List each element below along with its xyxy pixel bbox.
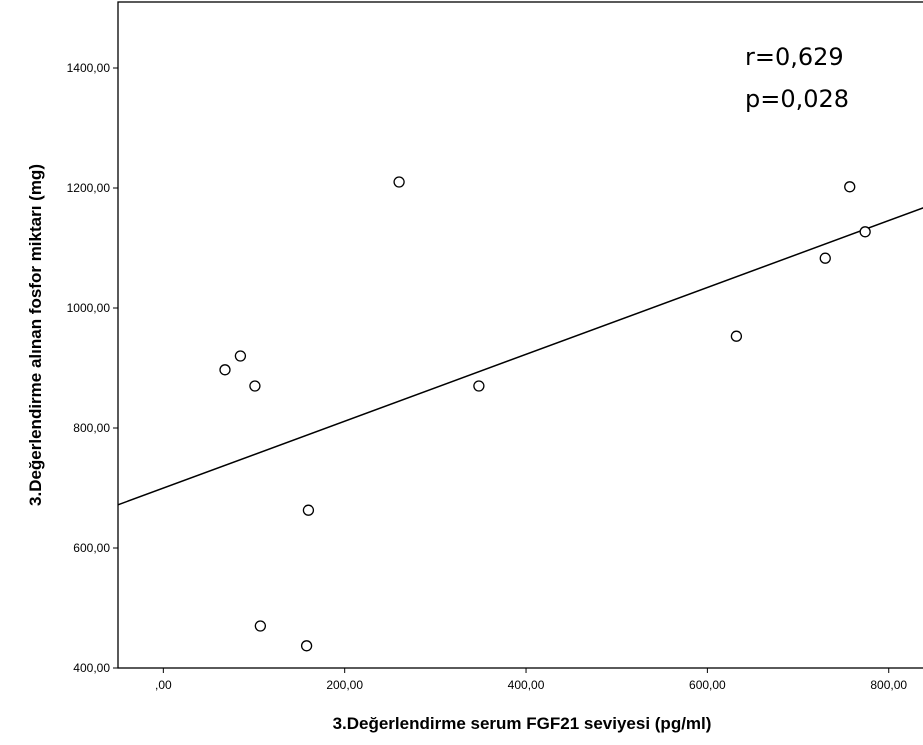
- y-tick-label: 1400,00: [67, 61, 111, 75]
- data-point: [234, 350, 247, 362]
- y-tick-label: 400,00: [73, 661, 110, 675]
- data-point: [254, 620, 267, 632]
- data-point: [393, 176, 405, 188]
- plot-area: [117, 1, 923, 669]
- data-point: [300, 640, 313, 652]
- data-point: [844, 181, 856, 193]
- x-tick-label: 600,00: [689, 678, 726, 692]
- data-point: [219, 364, 231, 376]
- data-point: [859, 226, 871, 238]
- y-tick-label: 600,00: [73, 541, 110, 555]
- data-point: [730, 330, 743, 342]
- x-axis-title: 3.Değerlendirme serum FGF21 seviyesi (pg…: [333, 714, 712, 733]
- p-annotation: p=0,028: [745, 85, 849, 113]
- data-point: [819, 252, 831, 264]
- data-point: [302, 504, 315, 516]
- y-tick-label: 1000,00: [67, 301, 111, 315]
- x-tick-label: 400,00: [508, 678, 545, 692]
- y-axis-title: 3.Değerlendirme alınan fosfor miktarı (m…: [26, 164, 45, 506]
- data-point: [473, 380, 485, 392]
- x-tick-label: 800,00: [870, 678, 907, 692]
- regression-line: [117, 207, 923, 506]
- y-tick-label: 800,00: [73, 421, 110, 435]
- x-tick-label: ,00: [155, 678, 172, 692]
- y-tick-label: 1200,00: [67, 181, 111, 195]
- data-point: [249, 380, 261, 392]
- r-annotation: r=0,629: [745, 43, 844, 71]
- x-tick-label: 200,00: [326, 678, 363, 692]
